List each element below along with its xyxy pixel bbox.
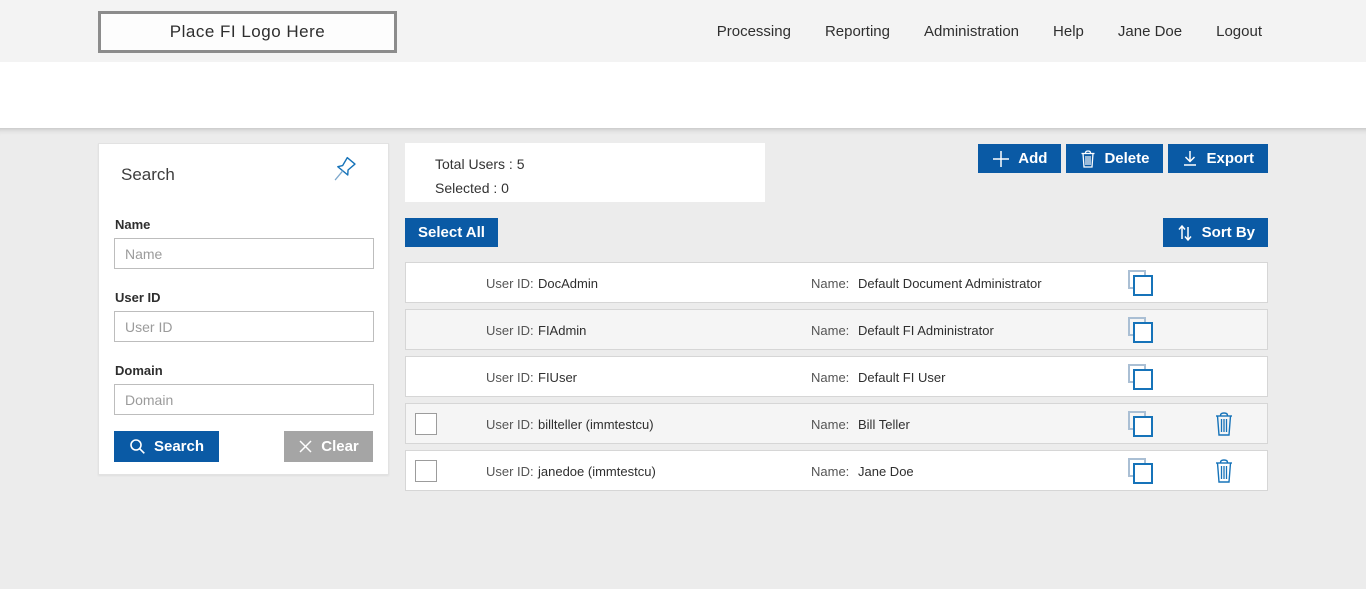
- user-id-label: User ID:: [486, 323, 534, 338]
- list-action-buttons: Add Delete: [978, 144, 1268, 173]
- add-button[interactable]: Add: [978, 144, 1062, 173]
- domain-field-label: Domain: [115, 363, 163, 378]
- table-row-fiadmin: User ID: FIAdmin Name: Default FI Admini…: [405, 309, 1268, 350]
- nav-administration[interactable]: Administration: [923, 22, 1020, 40]
- select-all-button[interactable]: Select All: [405, 218, 498, 247]
- user-id-label: User ID:: [486, 370, 534, 385]
- export-button-label: Export: [1206, 150, 1254, 167]
- userid-input[interactable]: [114, 311, 374, 342]
- top-bar: Place FI Logo Here Processing Reporting …: [0, 0, 1366, 62]
- nav-logout[interactable]: Logout: [1216, 22, 1262, 40]
- content-area: Search Name User ID Domain: [0, 128, 1366, 589]
- clear-button[interactable]: Clear: [284, 431, 373, 462]
- row-checkbox[interactable]: [415, 413, 437, 435]
- pushpin-icon[interactable]: [326, 153, 360, 189]
- copy-user-icon[interactable]: [1128, 317, 1154, 344]
- copy-user-icon[interactable]: [1128, 364, 1154, 391]
- name-value: Bill Teller: [858, 417, 910, 432]
- user-id-label: User ID:: [486, 417, 534, 432]
- search-panel-title: Search: [121, 165, 175, 184]
- table-row-docadmin: User ID: DocAdmin Name: Default Document…: [405, 262, 1268, 303]
- top-navigation: Processing Reporting Administration Help…: [717, 0, 1262, 62]
- name-value: Default FI User: [858, 370, 946, 385]
- delete-button-label: Delete: [1104, 150, 1150, 167]
- copy-user-icon[interactable]: [1128, 458, 1154, 485]
- select-all-button-label: Select All: [418, 224, 485, 241]
- name-field-label: Name: [115, 217, 151, 232]
- name-label: Name:: [811, 276, 850, 291]
- clear-button-label: Clear: [321, 438, 359, 455]
- user-id-value: janedoe (immtestcu): [538, 464, 656, 479]
- fi-logo-text: Place FI Logo Here: [169, 22, 326, 41]
- search-panel: Search Name User ID Domain: [98, 143, 389, 475]
- name-input[interactable]: [114, 238, 374, 269]
- sort-by-button[interactable]: Sort By: [1162, 218, 1268, 247]
- table-row-billteller: User ID: billteller (immtestcu) Name: Bi…: [405, 403, 1268, 444]
- clear-x-icon: [298, 439, 313, 454]
- row-checkbox[interactable]: [415, 460, 437, 482]
- total-users-text: Total Users : 5: [435, 156, 525, 172]
- name-value: Jane Doe: [858, 464, 914, 479]
- export-button[interactable]: Export: [1168, 144, 1268, 173]
- nav-user-jane-doe[interactable]: Jane Doe: [1117, 22, 1183, 40]
- user-list: User ID: DocAdmin Name: Default Document…: [405, 262, 1268, 497]
- trash-icon: [1080, 149, 1096, 168]
- name-label: Name:: [811, 370, 850, 385]
- nav-reporting[interactable]: Reporting: [824, 22, 890, 40]
- name-label: Name:: [811, 323, 850, 338]
- user-id-value: FIAdmin: [538, 323, 587, 338]
- user-id-value: billteller (immtestcu): [538, 417, 654, 432]
- search-button-label: Search: [153, 438, 205, 455]
- sort-arrows-icon: [1176, 224, 1194, 242]
- delete-user-trash-icon[interactable]: [1214, 459, 1234, 483]
- copy-user-icon[interactable]: [1128, 411, 1154, 438]
- fi-logo-placeholder: Place FI Logo Here: [98, 11, 397, 53]
- search-button[interactable]: Search: [114, 431, 219, 462]
- plus-icon: [992, 150, 1010, 168]
- nav-processing[interactable]: Processing: [716, 22, 791, 40]
- user-id-value: FIUser: [538, 370, 577, 385]
- table-row-janedoe: User ID: janedoe (immtestcu) Name: Jane …: [405, 450, 1268, 491]
- sort-by-button-label: Sort By: [1201, 224, 1255, 241]
- name-label: Name:: [811, 417, 850, 432]
- add-button-label: Add: [1018, 150, 1048, 167]
- summary-box: Total Users : 5 Selected : 0: [405, 143, 765, 202]
- delete-user-trash-icon[interactable]: [1214, 412, 1234, 436]
- userid-field-label: User ID: [115, 290, 161, 305]
- name-value: Default Document Administrator: [858, 276, 1042, 291]
- table-row-fiuser: User ID: FIUser Name: Default FI User: [405, 356, 1268, 397]
- name-value: Default FI Administrator: [858, 323, 994, 338]
- selected-count-text: Selected : 0: [435, 180, 509, 196]
- nav-help[interactable]: Help: [1053, 22, 1084, 40]
- user-id-label: User ID:: [486, 276, 534, 291]
- domain-input[interactable]: [114, 384, 374, 415]
- copy-user-icon[interactable]: [1128, 270, 1154, 297]
- user-id-value: DocAdmin: [538, 276, 598, 291]
- delete-button[interactable]: Delete: [1066, 144, 1164, 173]
- download-icon: [1182, 150, 1198, 167]
- title-bar: User Maintenance i IMM eSign: [0, 62, 1366, 172]
- user-id-label: User ID:: [486, 464, 534, 479]
- name-label: Name:: [811, 464, 850, 479]
- search-icon: [129, 438, 146, 455]
